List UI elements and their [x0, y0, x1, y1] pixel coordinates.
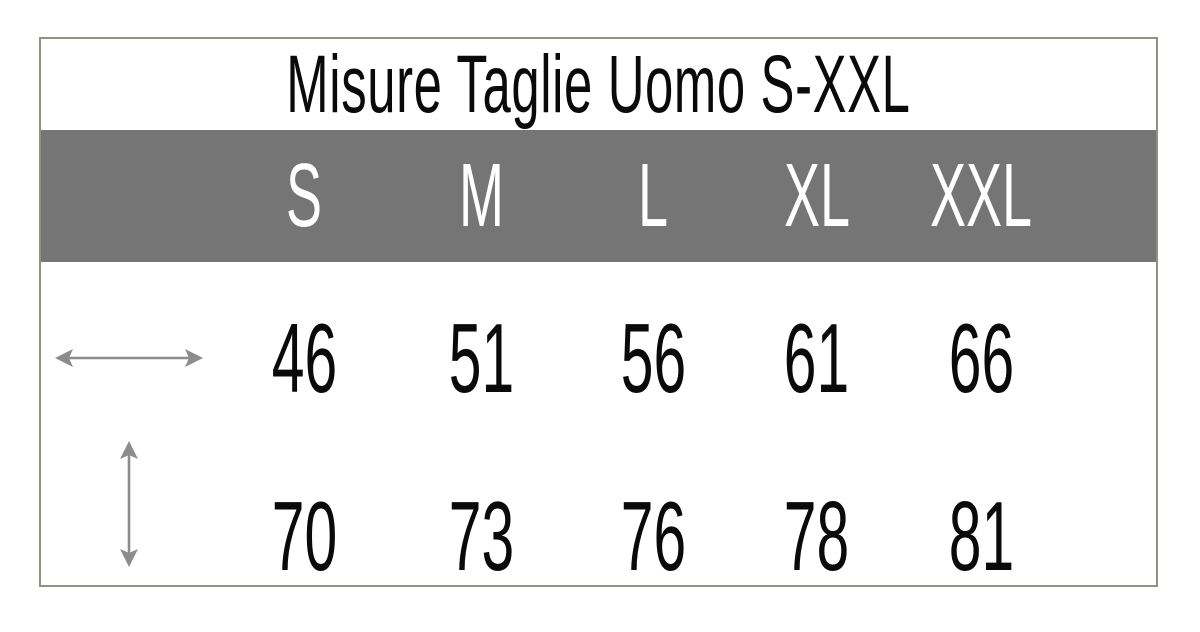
header-cell-m: M	[392, 130, 570, 262]
table-cell: 51	[392, 292, 570, 424]
title-row: Misure Taglie Uomo S-XXL	[41, 39, 1156, 130]
width-icon-cell	[41, 292, 216, 424]
chart-title: Misure Taglie Uomo S-XXL	[286, 38, 911, 130]
size-label-m: M	[458, 146, 504, 246]
size-header-row: S M L XL XXL	[41, 130, 1156, 262]
size-label-xl: XL	[783, 146, 851, 246]
width-value-xxl: 66	[948, 303, 1015, 413]
spacer-cell	[1065, 292, 1156, 424]
width-value-l: 56	[620, 303, 686, 413]
vertical-double-arrow-icon	[119, 441, 138, 567]
table-cell: 46	[216, 292, 392, 424]
header-cell-xl: XL	[736, 130, 899, 262]
table-cell: 56	[571, 292, 736, 424]
length-icon-cell	[41, 440, 216, 632]
table-cell: 76	[571, 440, 736, 632]
length-value-s: 70	[271, 481, 337, 591]
header-corner-cell	[41, 130, 216, 262]
length-measure-row: 70 73 76 78 81	[41, 424, 1156, 585]
length-value-xxl: 81	[948, 481, 1015, 591]
length-value-xl: 78	[784, 481, 850, 591]
length-value-m: 73	[448, 481, 515, 591]
horizontal-double-arrow-icon	[54, 349, 203, 367]
header-cell-xxl: XXL	[898, 130, 1064, 262]
size-label-l: L	[638, 146, 669, 246]
header-cell-l: L	[571, 130, 736, 262]
table-cell: 61	[736, 292, 899, 424]
table-cell: 78	[736, 440, 899, 632]
width-measure-row: 46 51 56 61 66	[41, 262, 1156, 424]
size-chart-box: Misure Taglie Uomo S-XXL S M L XL XXL	[39, 37, 1158, 587]
table-cell: 81	[898, 440, 1064, 632]
width-value-xl: 61	[784, 303, 850, 413]
table-cell: 70	[216, 440, 392, 632]
header-cell-s: S	[216, 130, 392, 262]
size-label-xxl: XXL	[930, 146, 1033, 246]
table-cell: 66	[898, 292, 1064, 424]
spacer-cell	[1065, 440, 1156, 632]
size-label-s: S	[286, 146, 323, 246]
spacer-cell	[1065, 130, 1156, 262]
length-value-l: 76	[620, 481, 686, 591]
table-cell: 73	[392, 440, 570, 632]
width-value-m: 51	[448, 303, 515, 413]
width-value-s: 46	[271, 303, 337, 413]
